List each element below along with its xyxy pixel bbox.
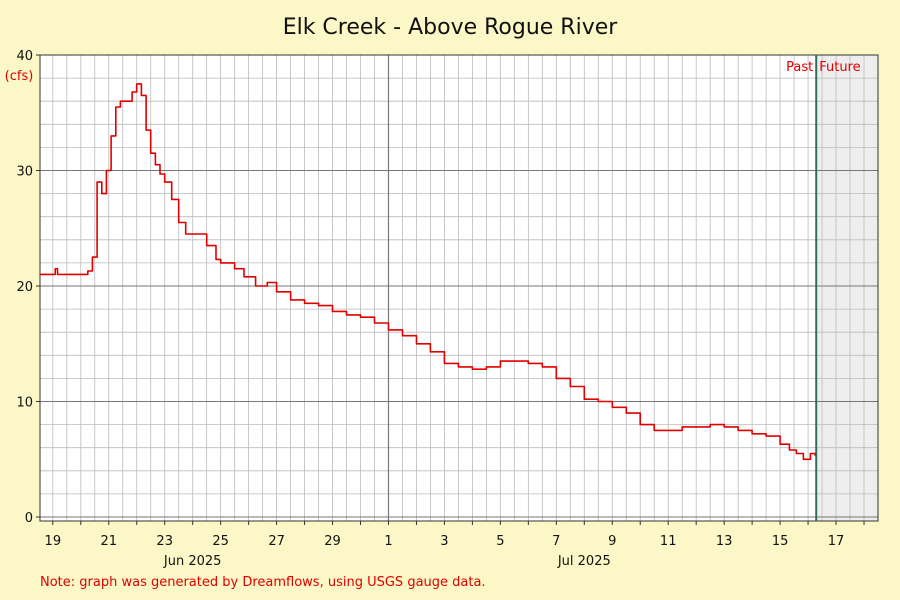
x-tick-label: 3 bbox=[440, 534, 448, 549]
y-axis-label: (cfs) bbox=[5, 69, 34, 84]
y-tick-label: 40 bbox=[16, 49, 33, 64]
future-region bbox=[816, 55, 878, 521]
x-tick-label: 11 bbox=[660, 534, 677, 549]
x-tick-label: 21 bbox=[100, 534, 117, 549]
future-label: Future bbox=[819, 60, 860, 75]
x-tick-label: 19 bbox=[45, 534, 62, 549]
x-tick-label: 29 bbox=[324, 534, 341, 549]
chart-title: Elk Creek - Above Rogue River bbox=[283, 15, 619, 40]
y-tick-label: 30 bbox=[16, 165, 33, 180]
x-tick-label: 25 bbox=[212, 534, 229, 549]
x-tick-label: 9 bbox=[608, 534, 616, 549]
x-tick-label: 5 bbox=[496, 534, 504, 549]
x-tick-label: 15 bbox=[772, 534, 789, 549]
x-tick-label: 23 bbox=[156, 534, 173, 549]
source-note: Note: graph was generated by Dreamflows,… bbox=[40, 575, 486, 590]
x-tick-label: 1 bbox=[384, 534, 392, 549]
x-tick-label: 17 bbox=[828, 534, 845, 549]
y-tick-label: 10 bbox=[16, 396, 33, 411]
x-tick-label: 27 bbox=[268, 534, 285, 549]
y-tick-label: 0 bbox=[25, 511, 33, 526]
month-label: Jul 2025 bbox=[557, 554, 611, 569]
x-tick-label: 13 bbox=[716, 534, 733, 549]
past-label: Past bbox=[786, 60, 813, 75]
plot-border bbox=[39, 54, 879, 522]
y-tick-label: 20 bbox=[16, 280, 33, 295]
x-tick-label: 7 bbox=[552, 534, 560, 549]
flow-series-line bbox=[40, 83, 816, 461]
month-label: Jun 2025 bbox=[163, 554, 222, 569]
